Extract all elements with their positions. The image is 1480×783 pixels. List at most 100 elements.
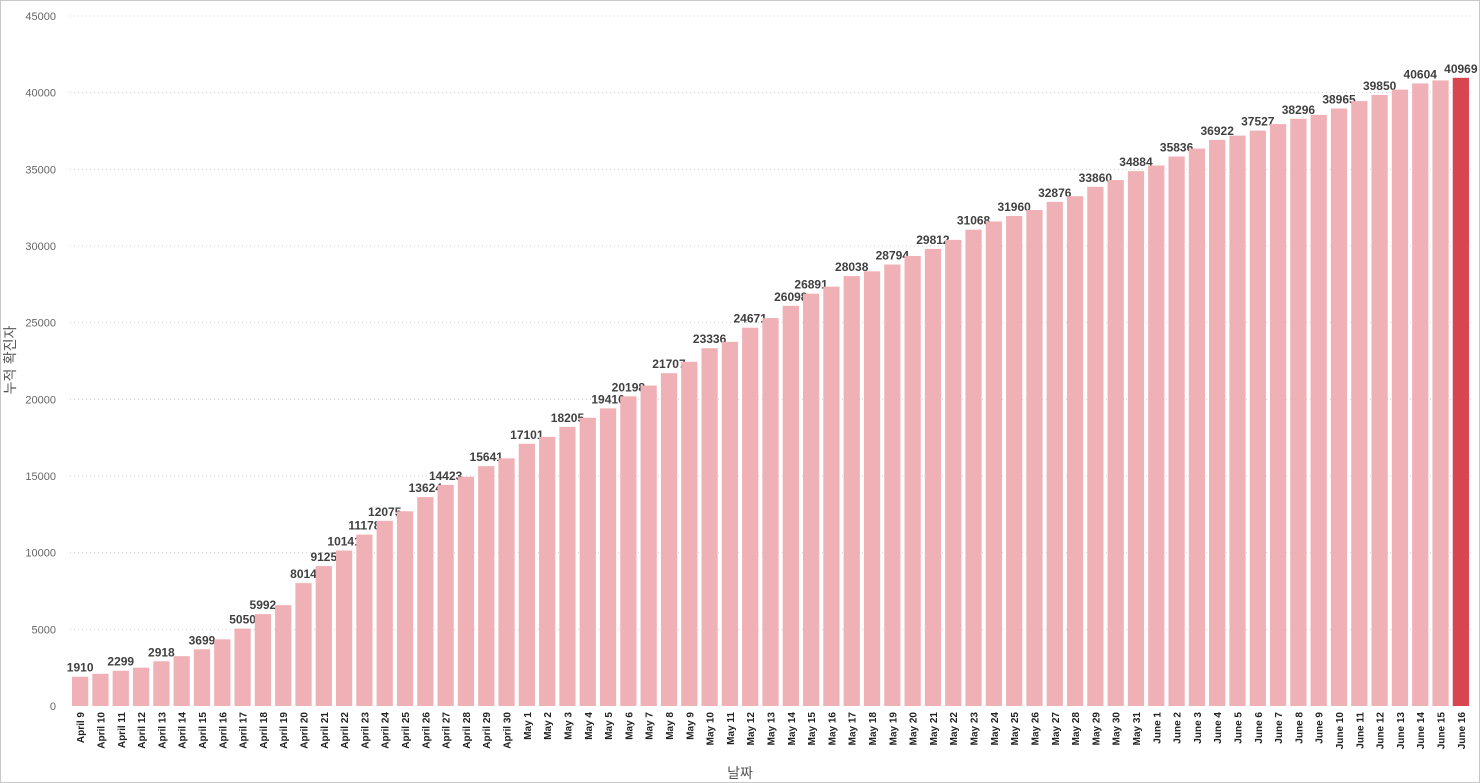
- x-tick-label: May 3: [563, 712, 574, 740]
- bar: [112, 670, 129, 706]
- bar: [173, 656, 190, 706]
- data-label: 19410: [591, 392, 625, 406]
- data-label: 31960: [997, 200, 1031, 214]
- x-tick-label: May 10: [706, 712, 717, 746]
- x-tick-label: May 26: [1030, 712, 1041, 746]
- x-tick-label: June 2: [1173, 712, 1184, 744]
- x-tick-label: May 7: [645, 712, 656, 740]
- y-tick-label: 10000: [25, 548, 56, 560]
- x-tick-label: May 5: [604, 712, 615, 740]
- x-tick-label: April 27: [442, 712, 453, 749]
- bar: [417, 497, 434, 706]
- data-label: 8014: [290, 567, 317, 581]
- x-tick-label: June 4: [1213, 712, 1224, 744]
- data-label: 29812: [916, 233, 950, 247]
- bar: [1107, 180, 1124, 707]
- bar: [742, 327, 759, 706]
- bar: [1006, 215, 1023, 707]
- bar: [478, 466, 495, 706]
- x-tick-label: May 30: [1112, 712, 1123, 746]
- bar: [1391, 89, 1409, 707]
- bar: [762, 318, 779, 706]
- x-tick-label: April 23: [360, 712, 371, 749]
- x-tick-label: April 16: [218, 712, 229, 749]
- x-tick-label: May 1: [523, 712, 534, 740]
- bar: [214, 639, 231, 706]
- x-tick-label: April 19: [279, 712, 290, 749]
- data-label: 40969: [1444, 62, 1478, 76]
- x-tick-label: April 29: [482, 712, 493, 749]
- data-label: 5992: [250, 598, 277, 612]
- bar: [985, 221, 1002, 706]
- bar: [275, 605, 292, 706]
- bar: [295, 583, 312, 706]
- bar: [539, 436, 556, 706]
- bar: [579, 417, 596, 706]
- bar: [965, 229, 982, 706]
- data-label: 3699: [189, 633, 216, 647]
- x-tick-label: April 17: [239, 712, 250, 749]
- bar: [92, 673, 109, 706]
- x-tick-label: May 23: [970, 712, 981, 746]
- bar: [376, 520, 393, 706]
- bar: [1412, 83, 1429, 706]
- data-label: 24671: [734, 312, 768, 326]
- bar: [620, 396, 637, 706]
- bar: [72, 676, 89, 706]
- x-tick-label: May 28: [1071, 712, 1082, 746]
- bar: [1168, 156, 1185, 707]
- bar: [782, 305, 799, 706]
- bar: [884, 264, 901, 706]
- y-tick-label: 5000: [32, 624, 56, 636]
- data-label: 1910: [67, 661, 94, 675]
- bar: [1026, 209, 1043, 706]
- data-label: 26098: [774, 290, 808, 304]
- x-tick-label: April 10: [96, 712, 107, 749]
- bar: [924, 248, 942, 706]
- bar: [1148, 165, 1165, 706]
- data-label: 13624: [409, 481, 443, 495]
- data-label: 12075: [368, 505, 402, 519]
- x-tick-label: May 19: [888, 712, 899, 746]
- x-tick-label: April 21: [320, 712, 331, 749]
- data-label: 18205: [551, 411, 585, 425]
- bar: [335, 550, 353, 706]
- x-tick-label: May 12: [746, 712, 757, 746]
- x-tick-label: June 1: [1152, 712, 1163, 744]
- y-tick-label: 0: [50, 701, 56, 713]
- x-tick-label: May 15: [807, 712, 818, 746]
- x-tick-label: April 26: [421, 712, 432, 749]
- bar: [945, 239, 962, 706]
- y-tick-label: 25000: [25, 318, 56, 330]
- x-tick-label: May 24: [990, 712, 1001, 746]
- bar: [1046, 201, 1063, 706]
- bar: [193, 649, 211, 706]
- data-label: 20198: [612, 380, 646, 394]
- y-tick-label: 30000: [25, 241, 56, 253]
- bar: [904, 255, 921, 706]
- x-tick-label: April 18: [259, 712, 270, 749]
- bar: [1371, 94, 1388, 706]
- x-tick-label: May 21: [929, 712, 940, 746]
- x-tick-label: April 14: [178, 712, 189, 749]
- x-tick-label: May 17: [848, 712, 859, 746]
- data-label: 14423: [429, 469, 463, 483]
- bar: [1087, 186, 1104, 706]
- data-label: 5050: [229, 613, 256, 627]
- y-tick-label: 35000: [25, 164, 56, 176]
- bar: [1269, 124, 1287, 707]
- data-label: 38296: [1282, 103, 1316, 117]
- bar: [1351, 101, 1368, 707]
- bar: [1452, 77, 1469, 707]
- data-label: 28038: [835, 260, 869, 274]
- x-tick-label: June 7: [1274, 712, 1285, 744]
- bar: [823, 286, 840, 706]
- x-tick-label: May 9: [685, 712, 696, 740]
- bar: [518, 443, 535, 706]
- bar: [863, 271, 881, 706]
- bar: [1229, 135, 1246, 707]
- y-tick-label: 15000: [25, 471, 56, 483]
- data-label: 39850: [1363, 79, 1397, 93]
- data-label: 2299: [107, 655, 134, 669]
- bar: [1290, 118, 1307, 706]
